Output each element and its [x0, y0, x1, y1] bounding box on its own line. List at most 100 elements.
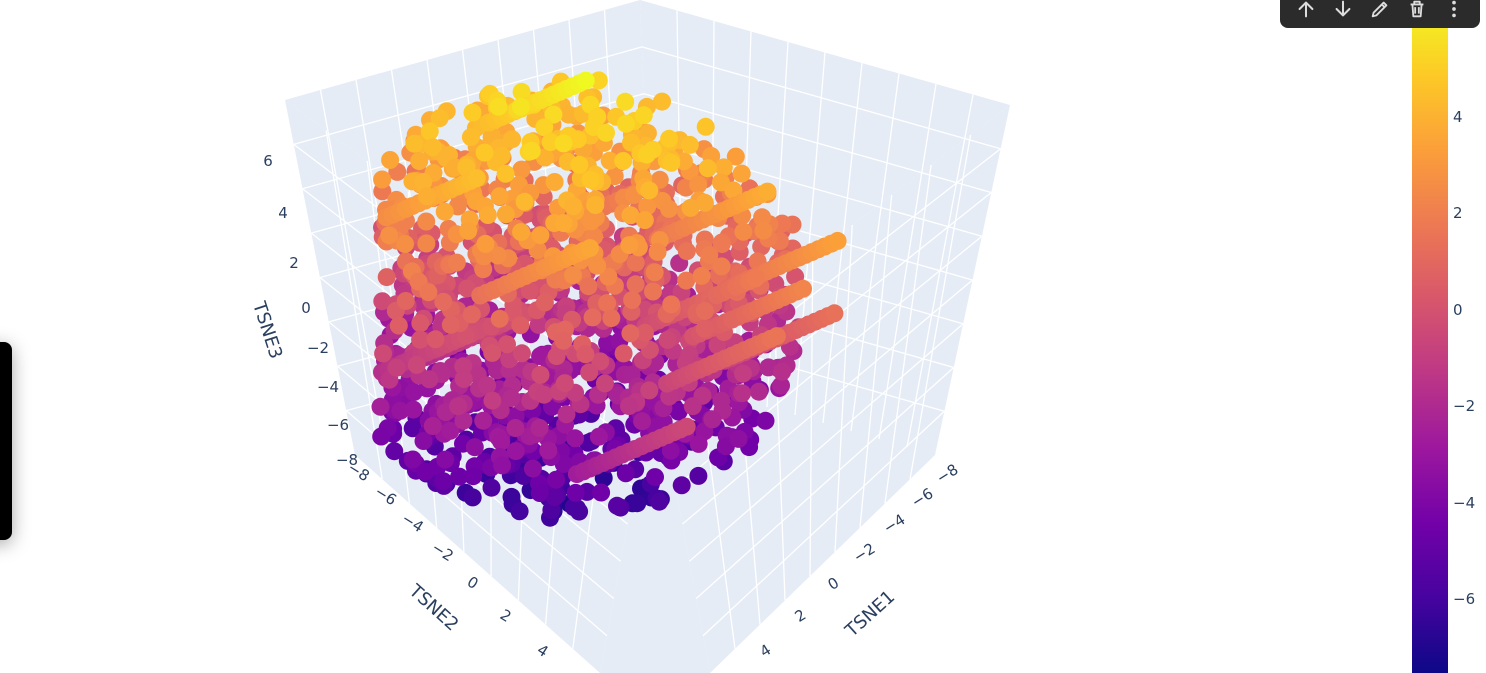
scatter-point [592, 483, 611, 502]
scatter-point [404, 383, 423, 402]
scatter-point [646, 468, 664, 487]
scatter-point [733, 384, 752, 403]
scatter-point [435, 202, 454, 221]
scatter-point [712, 257, 731, 276]
scatter-point [490, 309, 509, 328]
scatter-point [464, 467, 483, 486]
scatter-point [669, 402, 688, 421]
scatter-point [420, 122, 439, 141]
scatter-point [535, 385, 553, 404]
scatter-point [462, 305, 481, 324]
scatter-point [714, 158, 733, 177]
more-options-button[interactable] [1439, 0, 1469, 24]
x-tick: −6 [908, 484, 936, 511]
scatter-point [602, 309, 621, 328]
scatter-point [626, 275, 645, 294]
scatter-point [506, 419, 525, 437]
scatter-point [689, 434, 708, 453]
cell-toolbar [1280, 0, 1480, 28]
z-tick: −8 [336, 451, 358, 469]
colorbar-gradient [1412, 0, 1448, 673]
scatter-point [488, 361, 506, 380]
scatter-point [759, 358, 778, 377]
scatter-point [441, 421, 460, 440]
scatter-point [576, 71, 595, 90]
scatter-point [580, 363, 599, 382]
scatter-point [570, 502, 589, 521]
scatter-point [482, 478, 501, 497]
scatter-point [483, 343, 502, 362]
scatter-point [403, 419, 422, 438]
scatter-point [773, 362, 792, 381]
scatter-point [531, 365, 550, 384]
scatter-point [661, 441, 680, 460]
scatter-point [512, 223, 531, 242]
scatter-point [621, 324, 640, 343]
scatter-point [595, 374, 614, 393]
scatter-point [617, 114, 635, 133]
scatter-point [773, 214, 792, 233]
scatter-point [373, 170, 392, 189]
scatter-point [582, 212, 601, 231]
scatter-point [403, 450, 422, 469]
scatter-point [734, 222, 753, 241]
scatter-point [372, 427, 391, 446]
colorbar-tick: 4 [1453, 108, 1463, 126]
scatter-point [377, 268, 396, 287]
scatter-point [677, 417, 696, 436]
scatter-point [416, 462, 435, 481]
scatter-point [474, 411, 493, 430]
gridline [688, 323, 964, 562]
scatter-point [753, 208, 772, 227]
scatter-point [380, 226, 399, 245]
scatter-point [475, 143, 494, 162]
scatter-point [539, 441, 558, 460]
scatter-point [530, 419, 549, 437]
z-tick: 2 [289, 254, 299, 272]
colorbar-tick: −4 [1453, 494, 1475, 512]
y-axis-title: TSNE2 [404, 580, 462, 636]
scatter-point [644, 282, 662, 301]
scatter-point [436, 450, 455, 469]
scatter-point [623, 291, 642, 309]
scatter-point [658, 330, 677, 349]
scatter-point [566, 483, 585, 502]
scatter-point [634, 106, 653, 125]
scatter-point [496, 205, 515, 224]
scatter-point [696, 117, 715, 136]
scatter-point [498, 335, 516, 354]
scatter-point [541, 133, 560, 152]
scatter-point [729, 429, 748, 448]
scatter-point [434, 472, 453, 491]
scatter-point [512, 344, 531, 363]
delete-button[interactable] [1402, 0, 1432, 24]
scatter-point [598, 294, 617, 313]
move-up-button[interactable] [1291, 0, 1321, 24]
edit-button[interactable] [1365, 0, 1395, 24]
scatter-point [576, 345, 595, 364]
scatter-point [396, 235, 414, 253]
colorbar-tick: −2 [1453, 397, 1475, 415]
scatter-point [454, 411, 473, 430]
gridline [293, 46, 643, 146]
scatter-point [404, 400, 423, 419]
scatter-point [637, 145, 656, 164]
scatter-point [566, 429, 585, 448]
scatter-point [511, 316, 530, 335]
scatter-point [616, 464, 635, 483]
scatter-point [700, 246, 719, 265]
scatter-point [547, 347, 566, 366]
scatter-point [648, 242, 667, 261]
scatter-point [662, 295, 681, 314]
move-down-button[interactable] [1328, 0, 1358, 24]
scatter-point [689, 175, 708, 194]
scatter-point [614, 152, 633, 170]
scatter-point [772, 376, 790, 395]
scatter-point [600, 151, 619, 170]
scatter-point [441, 315, 460, 334]
scatter-point [635, 211, 654, 230]
scatter-point [758, 182, 777, 201]
z-tick: −6 [327, 416, 349, 434]
scatter-point [411, 314, 430, 333]
